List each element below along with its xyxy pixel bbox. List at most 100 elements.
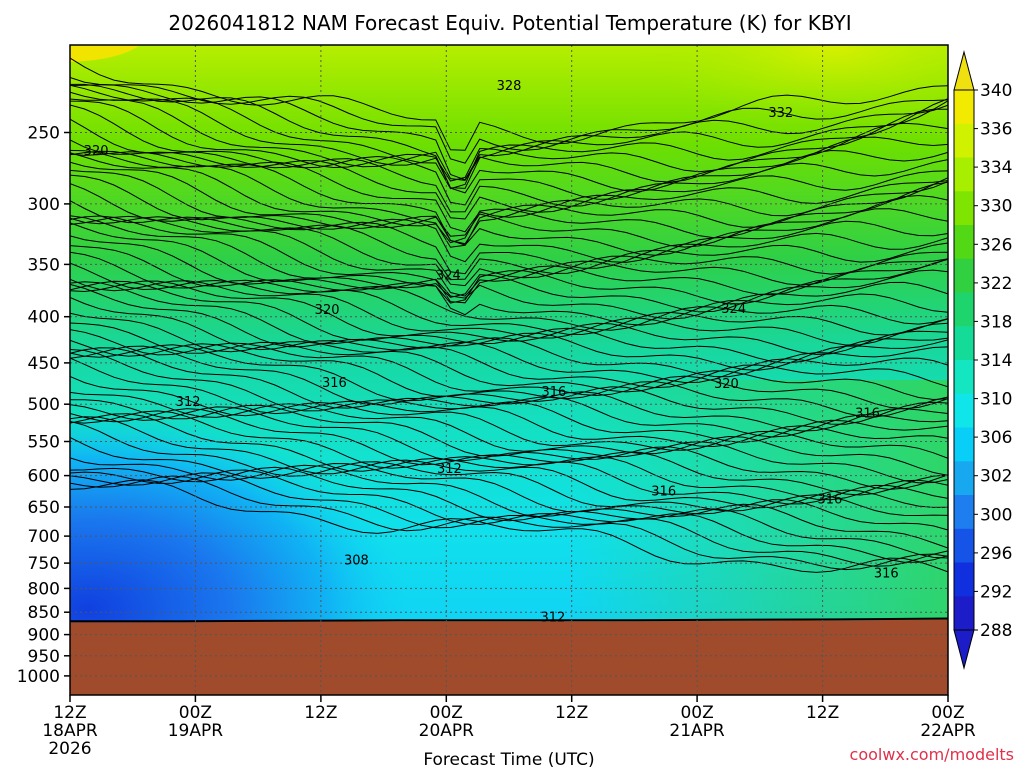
contour-line: [70, 344, 948, 425]
contour-line: [70, 357, 948, 448]
colorbar-under-arrow: [953, 629, 975, 670]
plot-area: 328 332 320 324 324 320 316 316 320 312 316 312 316 3…: [70, 45, 948, 695]
contour-line: [70, 420, 948, 517]
contour-label: 316: [541, 385, 566, 400]
contour-line: [70, 118, 948, 213]
credit-link[interactable]: coolwx.com/modelts: [850, 745, 1014, 764]
contour-line: [70, 215, 948, 304]
colorbar-label: 318: [980, 312, 1012, 332]
contour-label: 320: [315, 303, 340, 318]
contour-line: [70, 283, 948, 378]
dotted-gridlines: [70, 45, 948, 695]
colorbar-band: [954, 326, 974, 361]
colorbar-band: [954, 495, 974, 530]
colorbar-band: [954, 90, 974, 125]
y-tick-label: 900: [28, 626, 60, 646]
contour-line: [70, 251, 948, 331]
x-tick-label-mid: 19APR: [168, 721, 224, 741]
y-tick-label: 300: [28, 195, 60, 215]
contour-label: 316: [855, 407, 880, 422]
colorbar-label: 300: [980, 505, 1012, 525]
contour-line: [70, 151, 948, 233]
colorbar-label: 310: [980, 390, 1012, 410]
contour-label: 324: [436, 268, 461, 283]
contour-line: [70, 152, 948, 244]
y-tick-label: 700: [28, 527, 60, 547]
x-tick-label-top: 00Z: [179, 703, 212, 723]
x-tick-label-top: 00Z: [430, 703, 463, 723]
contour-line: [70, 479, 948, 573]
contour-line: [70, 436, 948, 531]
colorbar-band: [954, 360, 974, 395]
contour-line: [70, 215, 948, 305]
contour-line: [70, 216, 948, 287]
contour-line: [70, 83, 948, 189]
contour-line: [70, 416, 948, 509]
colorbar-label: 322: [980, 274, 1012, 294]
contour-line: [70, 100, 948, 194]
contour-line: [70, 174, 948, 263]
contour-label: 312: [540, 611, 565, 626]
ground-fill: [70, 619, 948, 695]
colorbar-band: [954, 292, 974, 327]
surface-line: [70, 617, 948, 623]
colorbar-label: 340: [980, 81, 1012, 101]
y-tick-label: 400: [28, 308, 60, 328]
colorbar-band: [954, 427, 974, 462]
chart-title: 2026041812 NAM Forecast Equiv. Potential…: [168, 11, 851, 35]
colorbar-label: 334: [980, 158, 1012, 178]
x-tick-label-top: 00Z: [931, 703, 964, 723]
ground-below-surface: [70, 617, 948, 695]
contour-line: [70, 322, 948, 401]
contour-label: 316: [817, 493, 842, 508]
contour-label: 312: [437, 462, 462, 477]
x-tick-label-top: 12Z: [53, 703, 86, 723]
contour-line: [70, 472, 948, 567]
contour-line: [70, 84, 948, 190]
colorbar-label: 330: [980, 197, 1012, 217]
colorbar-over-arrow: [953, 50, 975, 91]
contour-label: 316: [874, 566, 899, 581]
colorbar-label: 314: [980, 351, 1012, 371]
x-tick-label-top: 12Z: [555, 703, 588, 723]
y-tick-label: 250: [28, 124, 60, 144]
colorbar-label: 306: [980, 428, 1012, 448]
contour-line: [70, 149, 948, 248]
colorbar-band: [954, 562, 974, 597]
contour-line: [70, 475, 948, 571]
warm-region-upper-left: [70, 45, 140, 62]
contour-label: 308: [344, 554, 369, 569]
contour-line: [70, 339, 948, 418]
colorbar-label: 292: [980, 582, 1012, 602]
colorbar: 340 336 334 330 326 322 318 314 310 306 302 300 296 2…: [953, 50, 1012, 670]
contour-line: [70, 169, 948, 256]
contour-label: 328: [497, 79, 522, 94]
contour-line: [70, 404, 948, 490]
y-tick-label: 1000: [17, 667, 60, 687]
y-tick-label: 350: [28, 255, 60, 275]
contour-line: [70, 391, 948, 476]
x-axis-title: Forecast Time (UTC): [423, 750, 594, 768]
contour-label: 320: [714, 377, 739, 392]
y-tick-label: 850: [28, 603, 60, 623]
contour-line: [70, 57, 948, 151]
x-tick-label-top: 12Z: [806, 703, 839, 723]
y-axis-pressure: 250 300 350 400 450 500 550 600 650 700 750 800 850 9…: [17, 124, 70, 687]
y-tick-label: 800: [28, 579, 60, 599]
y-tick-label: 600: [28, 467, 60, 487]
contour-label: 324: [721, 302, 746, 317]
contour-line: [70, 183, 948, 275]
warm-region-upper-right: [560, 45, 948, 205]
contour-line: [70, 235, 948, 320]
colorbar-band: [954, 461, 974, 496]
colorbar-band: [954, 225, 974, 260]
contour-line: [70, 200, 948, 281]
contour-line: [70, 281, 948, 371]
contour-line: [70, 280, 948, 364]
contour-line: [70, 345, 948, 432]
colorbar-label: 326: [980, 235, 1012, 255]
contour-line: [70, 222, 948, 313]
x-tick-label-bottom: 2026: [48, 739, 91, 759]
